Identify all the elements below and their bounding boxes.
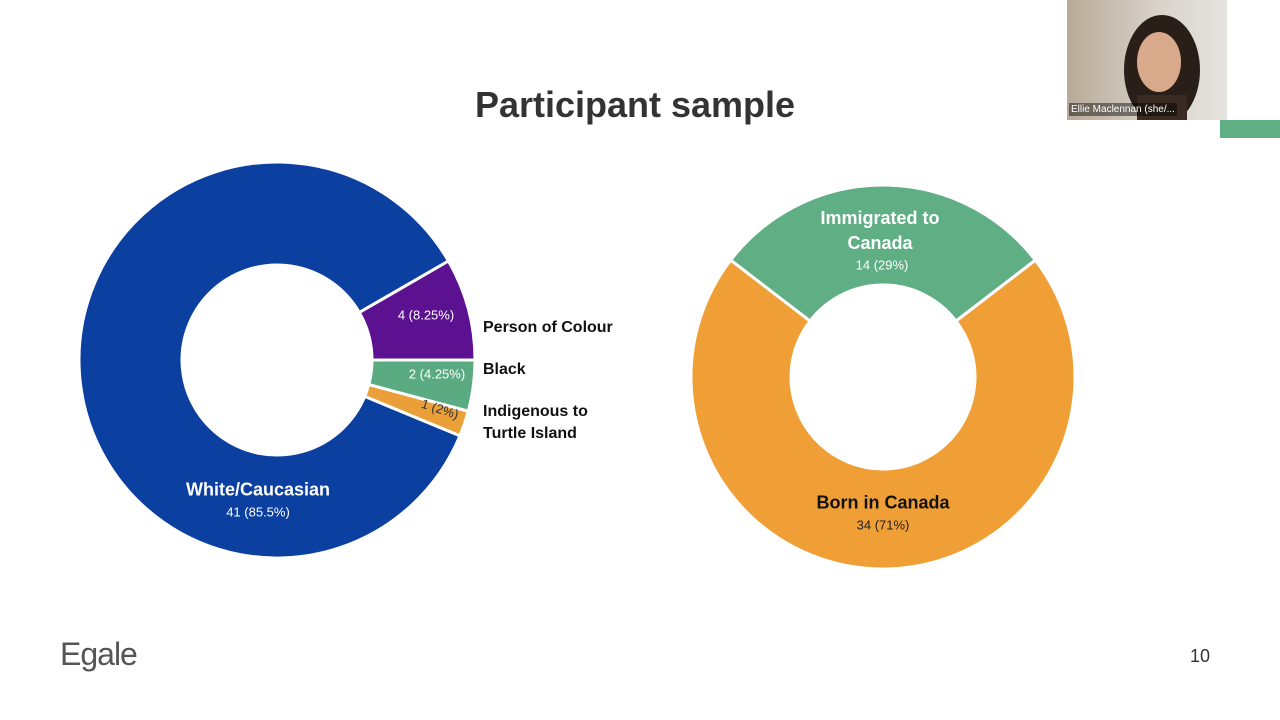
accent-bar <box>1220 120 1280 138</box>
data-label: 2 (4.25%) <box>408 366 466 382</box>
legend-label: Person of Colour <box>483 319 613 336</box>
logo: Egale <box>60 636 138 672</box>
donut-slice <box>362 382 471 438</box>
legend-label: Black <box>483 361 526 378</box>
participant-image <box>1124 15 1200 120</box>
donut-slice <box>728 183 1038 324</box>
data-label: 41 (85.5%) <box>226 504 290 520</box>
data-label: 14 (29%) <box>855 257 909 273</box>
participant-name: Ellie Maclennan (she/... <box>1069 103 1177 116</box>
data-label: 4 (8.25%) <box>397 307 455 323</box>
legend-label: Indigenous to Turtle Island <box>483 403 588 442</box>
donut-slice <box>77 160 462 560</box>
slide-title: Participant sample <box>474 84 796 125</box>
video-thumbnail[interactable]: Ellie Maclennan (she/... <box>1067 0 1227 120</box>
page-number: 10 <box>1190 646 1211 666</box>
category-label: White/Caucasian <box>185 479 331 500</box>
category-label: Immigrated to Canada <box>820 208 940 253</box>
donut-slice <box>689 258 1077 571</box>
data-label: 34 (71%) <box>856 517 910 533</box>
category-label: Born in Canada <box>816 492 950 513</box>
